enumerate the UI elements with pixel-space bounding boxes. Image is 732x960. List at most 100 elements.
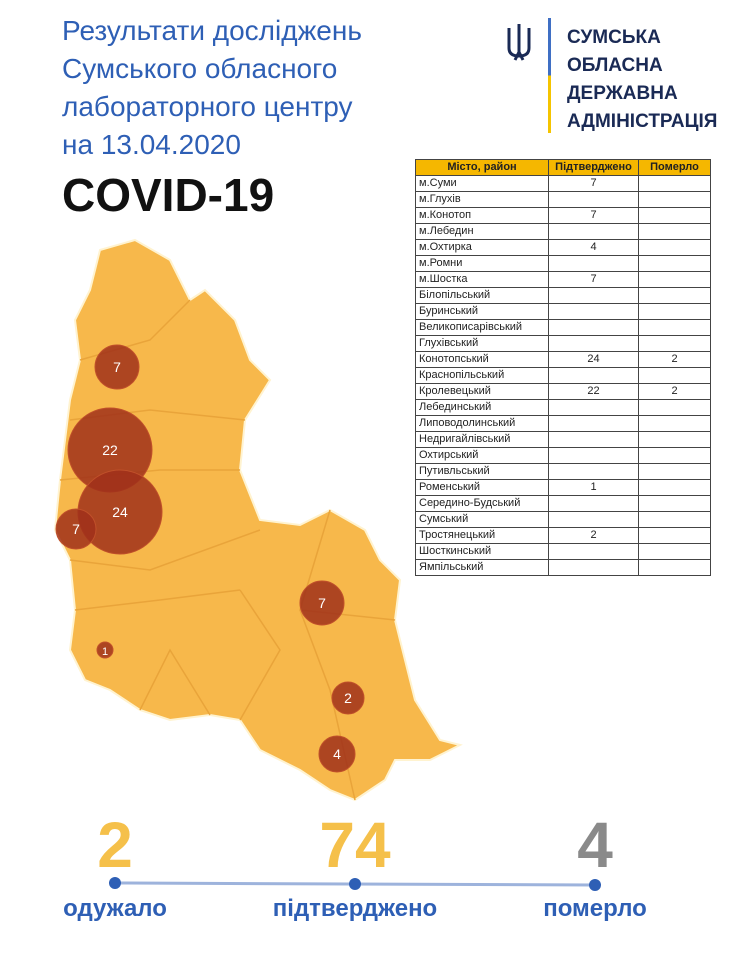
deaths-count	[638, 207, 711, 224]
table-row: м.Глухів	[415, 191, 711, 208]
org-line: ДЕРЖАВНА	[567, 83, 678, 104]
table-row: Краснопільський	[415, 367, 711, 384]
table-row: м.Суми 7	[415, 175, 711, 192]
marker-label: 4	[333, 746, 341, 762]
confirmed-count	[548, 319, 639, 336]
deaths-count	[638, 303, 711, 320]
confirmed-count	[548, 223, 639, 240]
district-name: м.Лебедин	[415, 223, 549, 240]
confirmed-count	[548, 399, 639, 416]
table-row: м.Конотоп 7	[415, 207, 711, 224]
district-borders	[59, 299, 396, 801]
marker-label: 7	[318, 595, 326, 611]
district-name: м.Глухів	[415, 191, 549, 208]
deaths-count	[638, 255, 711, 272]
page-title: Результати досліджень Сумського обласног…	[62, 12, 362, 164]
table-row: Тростянецький 2	[415, 527, 711, 544]
deaths-count	[638, 511, 711, 528]
confirmed-count	[548, 287, 639, 304]
deaths-count	[638, 367, 711, 384]
table-row: Сумський	[415, 511, 711, 528]
col-header: Підтверджено	[548, 159, 639, 176]
confirmed-count: 7	[548, 271, 639, 288]
case-marker	[318, 735, 356, 773]
confirmed-count: 1	[548, 479, 639, 496]
deaths-count	[638, 543, 711, 560]
deaths-count: 2	[638, 383, 711, 400]
confirmed-count: 4	[548, 239, 639, 256]
deaths-count	[638, 175, 711, 192]
district-name: Середино-Будський	[415, 495, 549, 512]
district-name: Сумський	[415, 511, 549, 528]
district-name: м.Ромни	[415, 255, 549, 272]
case-marker	[96, 641, 114, 659]
case-marker	[299, 580, 345, 626]
table-row: м.Шостка 7	[415, 271, 711, 288]
confirmed-count	[548, 335, 639, 352]
table-row: Кролевецький 22 2	[415, 383, 711, 400]
table-row: Путивльський	[415, 463, 711, 480]
table-row: Ямпільський	[415, 559, 711, 576]
district-name: Лебединський	[415, 399, 549, 416]
confirmed-count	[548, 463, 639, 480]
deaths-count	[638, 479, 711, 496]
confirmed-count	[548, 255, 639, 272]
marker-label: 7	[113, 359, 121, 375]
summary-label: одужало	[63, 895, 167, 922]
district-name: Ямпільський	[415, 559, 549, 576]
col-header: Померло	[638, 159, 711, 176]
confirmed-count	[548, 543, 639, 560]
summary-value: 74	[319, 809, 391, 881]
district-name: м.Конотоп	[415, 207, 549, 224]
title-line: лабораторного центру	[62, 91, 353, 122]
district-name: Краснопільський	[415, 367, 549, 384]
marker-label: 24	[112, 504, 128, 520]
marker-label: 2	[344, 690, 352, 706]
confirmed-count	[548, 415, 639, 432]
marker-label: 7	[72, 521, 80, 537]
deaths-count	[638, 463, 711, 480]
table-row: Буринський	[415, 303, 711, 320]
summary-value: 4	[577, 809, 613, 881]
confirmed-count: 24	[548, 351, 639, 368]
district-name: Глухівський	[415, 335, 549, 352]
deaths-count	[638, 527, 711, 544]
marker-label: 1	[102, 646, 108, 658]
deaths-count	[638, 447, 711, 464]
confirmed-count	[548, 431, 639, 448]
flag-bar	[548, 18, 551, 133]
table-row: Шосткинський	[415, 543, 711, 560]
org-name: СУМСЬКА ОБЛАСНА ДЕРЖАВНА АДМІНІСТРАЦІЯ	[567, 24, 717, 136]
summary-value: 2	[97, 809, 133, 881]
title-line: на 13.04.2020	[62, 129, 241, 160]
deaths-count	[638, 431, 711, 448]
col-header: Місто, район	[415, 159, 549, 176]
deaths-count	[638, 495, 711, 512]
confirmed-count: 22	[548, 383, 639, 400]
deaths-count: 2	[638, 351, 711, 368]
confirmed-count	[548, 511, 639, 528]
confirmed-count	[548, 367, 639, 384]
confirmed-count: 7	[548, 207, 639, 224]
district-name: Білопільський	[415, 287, 549, 304]
district-name: м.Суми	[415, 175, 549, 192]
deaths-count	[638, 223, 711, 240]
trident-icon	[507, 24, 531, 61]
confirmed-count	[548, 495, 639, 512]
table-row: Великописарівський	[415, 319, 711, 336]
district-name: Липоводолинський	[415, 415, 549, 432]
deaths-count	[638, 239, 711, 256]
table-row: м.Охтирка 4	[415, 239, 711, 256]
deaths-count	[638, 319, 711, 336]
case-marker	[94, 344, 140, 390]
deaths-count	[638, 287, 711, 304]
org-line: АДМІНІСТРАЦІЯ	[567, 111, 718, 132]
summary-line	[109, 877, 601, 891]
table-row: м.Ромни	[415, 255, 711, 272]
confirmed-count: 7	[548, 175, 639, 192]
table-row: Середино-Будський	[415, 495, 711, 512]
confirmed-count	[548, 191, 639, 208]
deaths-count	[638, 559, 711, 576]
summary-label: підтверджено	[272, 895, 438, 922]
